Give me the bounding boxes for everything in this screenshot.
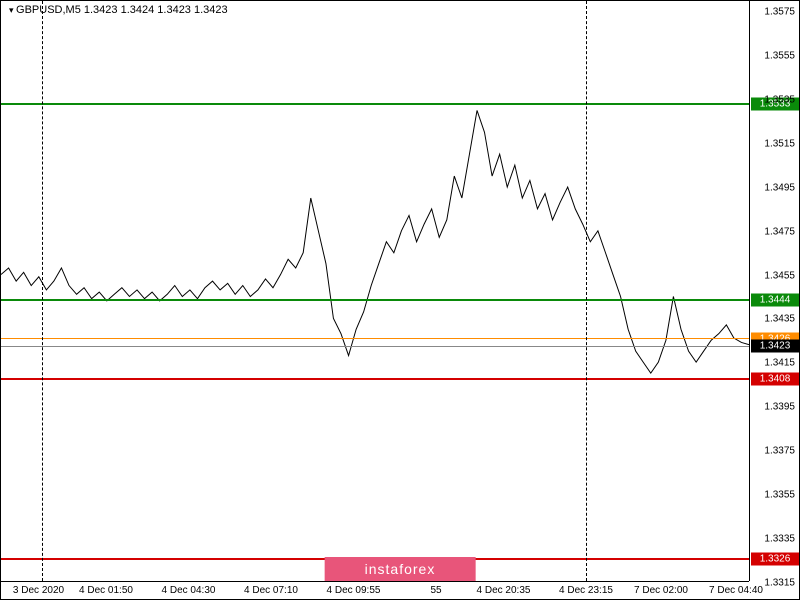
y-tick-label: 1.3515 <box>764 138 795 149</box>
horizontal-level-line <box>1 338 749 339</box>
y-tick-label: 1.3475 <box>764 226 795 237</box>
y-tick-label: 1.3375 <box>764 446 795 457</box>
y-tick-label: 1.3335 <box>764 534 795 545</box>
x-tick-label: 4 Dec 09:55 <box>327 585 381 596</box>
x-tick-label: 4 Dec 01:50 <box>79 585 133 596</box>
y-axis: 1.33151.33351.33551.33751.33951.34151.34… <box>749 1 799 581</box>
vertical-time-line <box>586 1 587 581</box>
x-tick-label: 4 Dec 07:10 <box>244 585 298 596</box>
y-tick-label: 1.3575 <box>764 6 795 17</box>
x-tick-label: 4 Dec 23:15 <box>559 585 613 596</box>
y-tick-label: 1.3415 <box>764 358 795 369</box>
vertical-time-line <box>42 1 43 581</box>
x-axis: 3 Dec 2020 4 Dec 01:50 4 Dec 04:30 4 Dec 07… <box>1 581 749 599</box>
price-line-chart <box>1 1 749 581</box>
horizontal-level-line <box>1 299 749 301</box>
x-tick-label: 55 <box>430 585 441 596</box>
horizontal-level-line <box>1 103 749 105</box>
y-tick-label: 1.3355 <box>764 490 795 501</box>
y-tick-label: 1.3395 <box>764 402 795 413</box>
current-price-line <box>1 346 749 347</box>
x-tick-label: 7 Dec 02:00 <box>634 585 688 596</box>
x-tick-label: 4 Dec 20:35 <box>477 585 531 596</box>
x-tick-label: 7 Dec 04:40 <box>709 585 763 596</box>
y-tick-label: 1.3495 <box>764 182 795 193</box>
horizontal-level-line <box>1 378 749 380</box>
y-tick-label: 1.3555 <box>764 50 795 61</box>
chart-container: GBPUSD,M5 1.3423 1.3424 1.3423 1.3423 1.… <box>0 0 800 600</box>
y-tick-label: 1.3435 <box>764 314 795 325</box>
x-tick-label: 3 Dec 2020 <box>13 585 64 596</box>
y-tick-label: 1.3315 <box>764 578 795 589</box>
watermark: instaforex <box>325 557 476 581</box>
y-tick-label: 1.3535 <box>764 94 795 105</box>
chart-title: GBPUSD,M5 1.3423 1.3424 1.3423 1.3423 <box>9 4 228 16</box>
plot-area[interactable]: 1.35331.34441.34261.34081.33261.3423 <box>1 1 749 581</box>
y-tick-label: 1.3455 <box>764 270 795 281</box>
x-tick-label: 4 Dec 04:30 <box>162 585 216 596</box>
